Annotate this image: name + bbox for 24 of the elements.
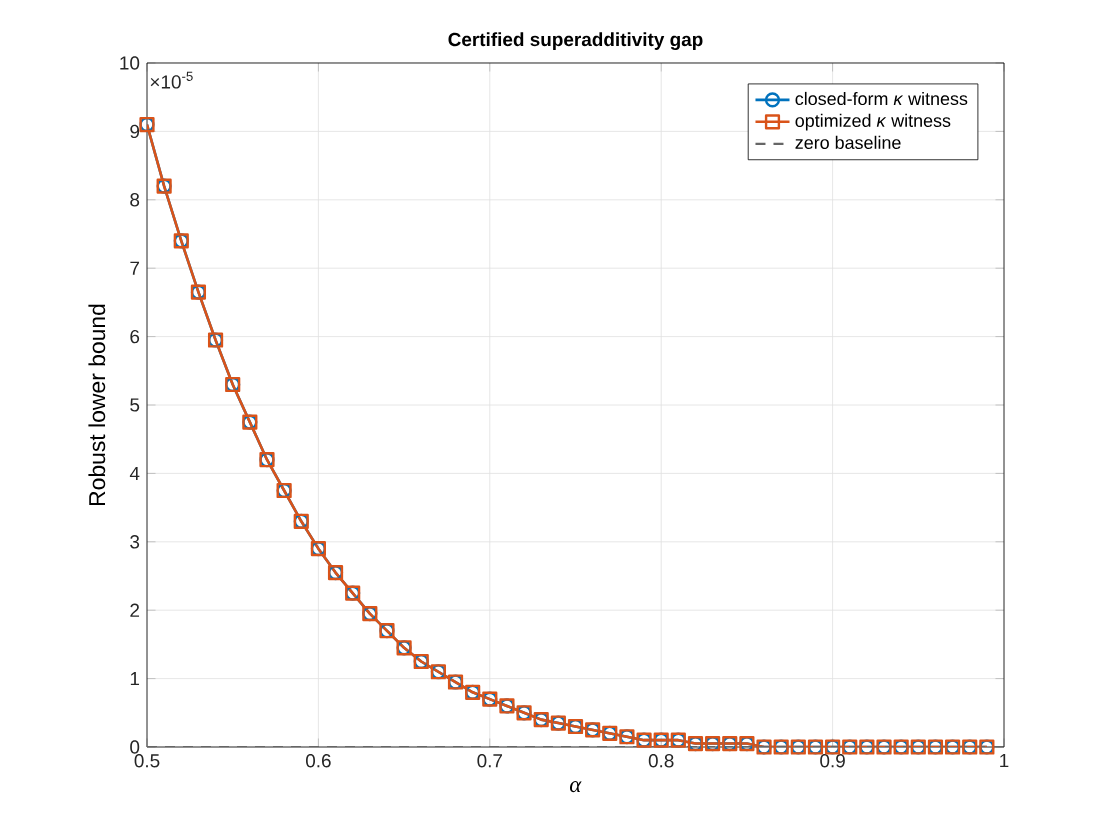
y-tick-label: 4 bbox=[129, 466, 140, 480]
y-tick-label: 8 bbox=[130, 193, 140, 207]
y-tick-label: 7 bbox=[130, 261, 140, 275]
y-tick-label: 5 bbox=[130, 398, 140, 412]
y-tick-label: 0 bbox=[130, 740, 140, 754]
x-tick-label: 0.6 bbox=[305, 754, 331, 768]
y-tick-label: 10 bbox=[120, 56, 140, 70]
y-axis-title: Robust lower bound bbox=[88, 304, 106, 506]
y-tick-label: 1 bbox=[130, 672, 140, 686]
x-tick-label: 0.7 bbox=[477, 754, 503, 768]
x-tick-label: 0.9 bbox=[820, 754, 845, 768]
legend-label: zero baseline bbox=[795, 135, 901, 149]
y-tick-label: 2 bbox=[130, 603, 140, 617]
legend-label: optimized κ witness bbox=[795, 113, 951, 131]
x-tick-label: 1 bbox=[1000, 754, 1009, 768]
x-axis-title: α bbox=[569, 781, 582, 793]
legend-label: closed-form κ witness bbox=[795, 91, 968, 106]
x-tick-label: 0.8 bbox=[648, 754, 674, 768]
y-tick-label: 6 bbox=[130, 329, 140, 344]
x-tick-label: 0.5 bbox=[134, 754, 160, 768]
y-tick-label: 9 bbox=[130, 124, 140, 139]
y-tick-label: 3 bbox=[130, 535, 140, 549]
annotation: ×10$^{-5}$ bbox=[150, 71, 193, 89]
chart-title: Certified superadditivity gap bbox=[448, 32, 703, 50]
